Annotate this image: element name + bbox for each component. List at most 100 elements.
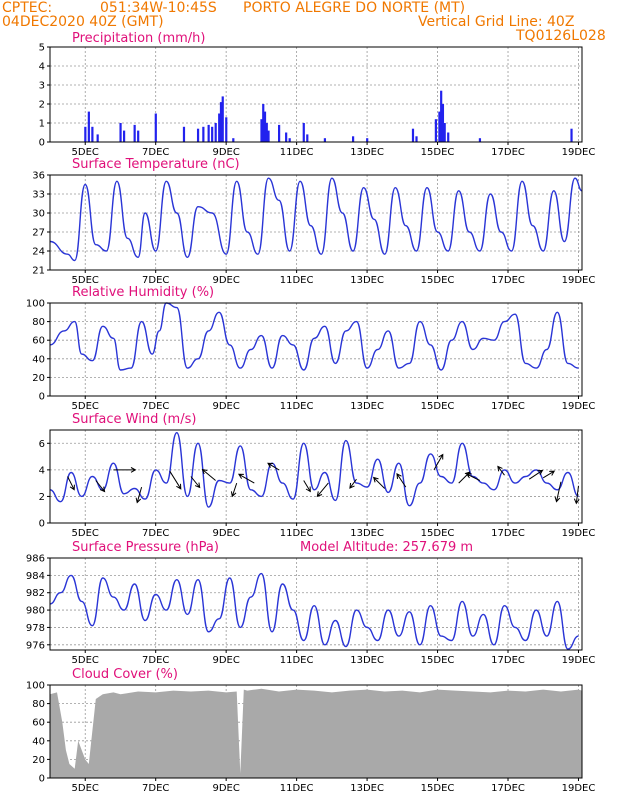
- y-tick-label: 4: [39, 62, 45, 73]
- precip-bar: [137, 130, 140, 142]
- header-date: 04DEC2020 40Z (GMT): [2, 14, 164, 30]
- precip-bar: [411, 128, 415, 142]
- y-tick-label: 40: [32, 354, 45, 365]
- wind-arrow: [237, 473, 255, 484]
- y-tick-label: 36: [32, 171, 45, 182]
- wind-arrow: [573, 485, 580, 505]
- panel-temp: 21 24 27 30 33 36 5DEC 7DEC 9DEC 11DEC 13DEC 15DEC 1…: [32, 171, 595, 287]
- y-tick-label: 4: [39, 465, 45, 476]
- x-tick-label: 5DEC: [72, 528, 99, 539]
- x-tick-label: 19DEC: [562, 401, 596, 412]
- panels-layer: 0 1 2 3 4 5 5DEC 7DEC 9DEC 11DEC 13DEC 15DEC 17DEC 19…: [26, 43, 595, 795]
- precip-bar: [221, 96, 224, 142]
- x-tick-label: 15DEC: [421, 401, 455, 412]
- precip-bar: [84, 126, 87, 142]
- panel-title-rh: Relative Humidity (%): [72, 285, 214, 300]
- precip-bar: [265, 123, 268, 142]
- precip-bar: [202, 126, 205, 142]
- precip-bar: [415, 136, 418, 142]
- panel-rh: 0 20 40 60 80 100 5DEC 7DEC 9DEC 11DEC 13DEC 15DEC 1…: [26, 299, 595, 413]
- y-tick-label: 20: [32, 373, 45, 384]
- wind-arrow: [303, 480, 311, 493]
- wind-arrow: [267, 462, 280, 471]
- wind-arrow: [554, 481, 562, 503]
- wind-arrow: [497, 465, 505, 476]
- y-tick-label: 100: [26, 681, 45, 692]
- cloud-area: [50, 688, 582, 778]
- x-tick-label: 11DEC: [280, 528, 314, 539]
- header-location: PORTO ALEGRE DO NORTE (MT): [243, 0, 465, 16]
- y-tick-label: 100: [26, 299, 45, 310]
- precip-bar: [288, 138, 291, 142]
- x-tick-label: 11DEC: [280, 275, 314, 286]
- panel-title-pres: Surface Pressure (hPa): [72, 540, 219, 555]
- wind-arrow: [433, 453, 444, 471]
- y-tick-label: 982: [26, 588, 45, 599]
- x-tick-label: 17DEC: [491, 528, 525, 539]
- x-tick-label: 9DEC: [212, 275, 239, 286]
- x-tick-label: 17DEC: [491, 275, 525, 286]
- panel-title-cloud: Cloud Cover (%): [72, 667, 178, 682]
- precip-bar: [207, 124, 210, 142]
- wind-arrow: [95, 480, 106, 493]
- x-tick-label: 5DEC: [72, 655, 99, 666]
- y-tick-label: 2: [39, 492, 45, 503]
- panel-frame: [49, 429, 583, 524]
- precip-bar: [218, 113, 221, 142]
- panel-title-precip: Precipitation (mm/h): [72, 31, 205, 46]
- x-tick-label: 13DEC: [350, 147, 384, 158]
- x-tick-label: 15DEC: [421, 147, 455, 158]
- wind-arrow: [465, 473, 481, 481]
- x-tick-label: 19DEC: [562, 783, 596, 794]
- y-tick-label: 27: [32, 228, 45, 239]
- x-tick-label: 15DEC: [421, 655, 455, 666]
- x-tick-label: 13DEC: [350, 401, 384, 412]
- precip-bar: [87, 111, 90, 142]
- x-tick-label: 9DEC: [212, 655, 239, 666]
- x-tick-label: 7DEC: [142, 783, 169, 794]
- x-tick-label: 11DEC: [280, 147, 314, 158]
- wind-arrow: [528, 469, 544, 480]
- panel-frame: [49, 557, 583, 651]
- precip-bar: [211, 126, 214, 142]
- y-tick-label: 0: [39, 392, 45, 403]
- x-tick-label: 13DEC: [350, 655, 384, 666]
- y-tick-label: 30: [32, 209, 45, 220]
- x-tick-label: 5DEC: [72, 275, 99, 286]
- precip-bar: [478, 138, 482, 142]
- y-tick-label: 60: [32, 718, 45, 729]
- panel-subtitle-pres: Model Altitude: 257.679 m: [300, 540, 473, 555]
- y-tick-label: 80: [32, 317, 45, 328]
- x-tick-label: 9DEC: [212, 528, 239, 539]
- y-tick-label: 2: [39, 100, 45, 111]
- header-coords: 051:34W-10:45S: [100, 0, 217, 16]
- precip-bar: [323, 138, 327, 142]
- precip-bar: [278, 124, 281, 142]
- panel-pres: 976 978 980 982 984 986 5DEC 7DEC 9DEC 11DEC 13DEC…: [26, 554, 595, 667]
- y-tick-label: 20: [32, 755, 45, 766]
- y-tick-label: 984: [26, 571, 45, 582]
- x-tick-label: 19DEC: [562, 275, 596, 286]
- precip-bar: [262, 104, 265, 142]
- precip-bar: [443, 123, 446, 142]
- x-tick-label: 17DEC: [491, 147, 525, 158]
- y-tick-label: 980: [26, 606, 45, 617]
- panel-frame: [49, 684, 583, 779]
- x-tick-label: 15DEC: [421, 783, 455, 794]
- pres-line: [49, 572, 579, 650]
- panel-frame: [49, 302, 583, 397]
- y-tick-label: 60: [32, 336, 45, 347]
- header-grid-note: Vertical Grid Line: 40Z: [418, 14, 574, 30]
- x-tick-label: 11DEC: [280, 401, 314, 412]
- x-tick-label: 5DEC: [72, 401, 99, 412]
- x-tick-label: 15DEC: [421, 275, 455, 286]
- x-tick-label: 5DEC: [72, 783, 99, 794]
- precip-bar: [182, 126, 186, 142]
- wind-arrow: [396, 473, 407, 488]
- x-tick-label: 9DEC: [212, 401, 239, 412]
- y-tick-label: 40: [32, 736, 45, 747]
- precip-bar: [260, 119, 263, 142]
- y-tick-label: 986: [26, 554, 45, 565]
- precip-bar: [133, 124, 136, 142]
